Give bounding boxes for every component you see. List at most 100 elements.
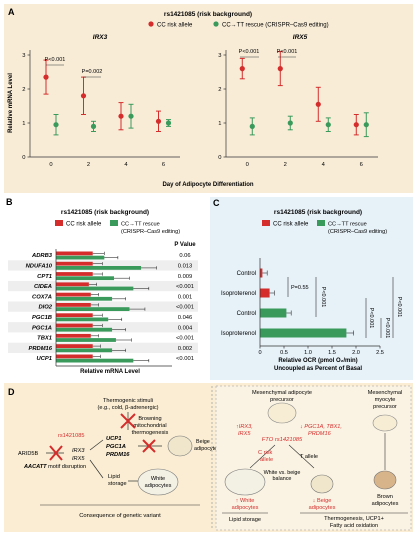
ytick-label: 1 <box>22 121 25 127</box>
white-adipocyte-icon <box>137 468 179 496</box>
panel-b-title: rs1421085 (risk background) <box>61 209 149 216</box>
myocyte-cell-icon <box>372 414 398 432</box>
browning-label-1: Browning <box>138 416 161 422</box>
xtick-label: 4 <box>322 162 326 168</box>
panel-a-ylabel: Relative mRNA Level <box>8 73 14 133</box>
gene-prdm16: PRDM16 <box>106 452 130 458</box>
row-stripe <box>8 301 198 312</box>
gene-pgc1a: PGC1A <box>106 444 126 450</box>
pvalue-header: P Value <box>174 242 196 248</box>
xtick-label: 6 <box>162 162 165 168</box>
irx-up-label-2: IRX5 <box>238 431 251 437</box>
panel-a: A rs1421085 (risk background) CC risk al… <box>4 4 413 193</box>
arid5b-label: ARID5B <box>18 451 38 457</box>
xtick-label: 2.5 <box>376 350 384 356</box>
bar <box>56 296 113 301</box>
annotation-irx5-day0: P<0.001 <box>239 49 260 55</box>
bar <box>56 282 89 287</box>
pvalue-label: <0.001 <box>176 284 194 290</box>
legend-b-cc-label: CC risk allele <box>66 222 102 228</box>
legend-b-tt-label: CC→TT rescue <box>121 222 160 228</box>
t-allele-label: T allele <box>300 454 318 460</box>
irx-arrow-up <box>89 439 104 451</box>
bar <box>260 308 287 318</box>
gene-ucp1: UCP1 <box>106 436 121 442</box>
c-allele-arrow <box>249 444 276 469</box>
pvalue-label: <0.001 <box>176 305 194 311</box>
xticks-c: 0 0.5 1.0 1.5 2.0 2.5 <box>258 346 384 356</box>
legend-a-cc-label: CC risk allele <box>157 23 193 29</box>
gene-label: PGC1B <box>32 315 52 321</box>
xtick-label: 0 <box>49 162 52 168</box>
data-point <box>315 101 321 107</box>
gene-label: ADRB3 <box>31 253 53 259</box>
annotation-irx3-day0: P<0.001 <box>45 57 66 63</box>
panel-b-bars: ADRB3 0.06 NDUFA10 0.013 CPT1 0.009 CIDEA <0.00… <box>8 251 198 363</box>
consequence-label: Consequence of genetic variant <box>79 513 161 519</box>
pgc-down-label-2: PRDM16 <box>308 431 332 437</box>
xtick-label: 1.5 <box>328 350 336 356</box>
pvalue-label: <0.001 <box>176 336 194 342</box>
panel-c-label: C <box>213 198 220 208</box>
motif-suffix: motif disruption <box>47 464 86 470</box>
bar <box>56 348 113 353</box>
bar <box>56 313 93 318</box>
annotation-c-4: P<0.001 <box>384 318 390 339</box>
white-label-1: White <box>151 476 165 482</box>
annotation-c-2: P<0.001 <box>320 287 326 308</box>
c-risk-label-1: C risk <box>258 450 272 456</box>
bar <box>56 303 91 307</box>
panel-a-label: A <box>8 7 15 17</box>
xtick-label: 6 <box>360 162 363 168</box>
panel-d: D Thermogenic stimuli (e.g., cold, β-adr… <box>4 383 413 532</box>
data-point <box>249 123 255 129</box>
bar <box>56 354 93 359</box>
beige-label-1: Beige <box>196 439 210 445</box>
lipid-label-2: storage <box>108 481 127 487</box>
bar <box>260 328 347 338</box>
myocyte-label-1: Mesenchymal <box>368 390 403 396</box>
data-point <box>277 66 283 72</box>
gene-label: CPT1 <box>37 274 52 280</box>
yticks-irx3: 0 1 2 3 <box>22 53 30 161</box>
ytick-label: 2 <box>218 87 221 93</box>
pvalue-label: 0.06 <box>179 253 190 259</box>
stimuli-block-cross-icon <box>120 413 136 429</box>
legend-c-tt-label-line2: (CRISPR–Cas9 editing) <box>328 229 387 235</box>
t-allele-arrow <box>288 444 315 469</box>
balance-label-2: balance <box>273 476 292 482</box>
legend-b-tt-marker <box>110 220 118 226</box>
pvalue-label: 0.004 <box>178 325 193 331</box>
bar <box>56 338 116 342</box>
panel-c-xlabel-2: Uncoupled as Percent of Basal <box>274 366 362 372</box>
bar <box>56 344 93 348</box>
legend-b-tt-label-line2: (CRISPR–Cas9 editing) <box>121 229 180 235</box>
motif-label: AACATT motif disruption <box>23 464 86 470</box>
fto-label: FTO rs1421085 <box>262 437 303 443</box>
ytick-label: 1 <box>218 121 221 127</box>
xtick-label: 4 <box>124 162 128 168</box>
ytick-label: 2 <box>22 87 25 93</box>
bar <box>56 327 113 332</box>
white-adipocyte-right-icon <box>224 468 266 496</box>
brown-label-2: adipocytes <box>372 501 399 507</box>
browning-label-2: mitochondrial <box>133 423 166 429</box>
points-irx3 <box>43 59 172 136</box>
data-point <box>53 122 59 128</box>
points-irx5 <box>239 51 369 138</box>
white-label-2: adipocytes <box>145 483 172 489</box>
legend-c-cc-marker <box>262 220 270 226</box>
panel-a-background <box>4 4 413 193</box>
row-stripe <box>8 322 198 333</box>
data-point <box>363 122 369 128</box>
beige-down-label-2: adipocytes <box>309 505 336 511</box>
pvalue-label: 0.013 <box>178 264 193 270</box>
xtick-label: 0 <box>246 162 249 168</box>
panel-d-right-box <box>215 385 412 531</box>
gene-label: PGC1A <box>32 325 52 331</box>
precursor-cell-icon <box>267 402 297 424</box>
thermo-label-1: Thermogenesis, UCP1+ <box>324 516 384 522</box>
xtick-label: 2 <box>284 162 287 168</box>
condition-label: Isoproterenol <box>221 291 256 297</box>
data-point <box>90 123 97 129</box>
